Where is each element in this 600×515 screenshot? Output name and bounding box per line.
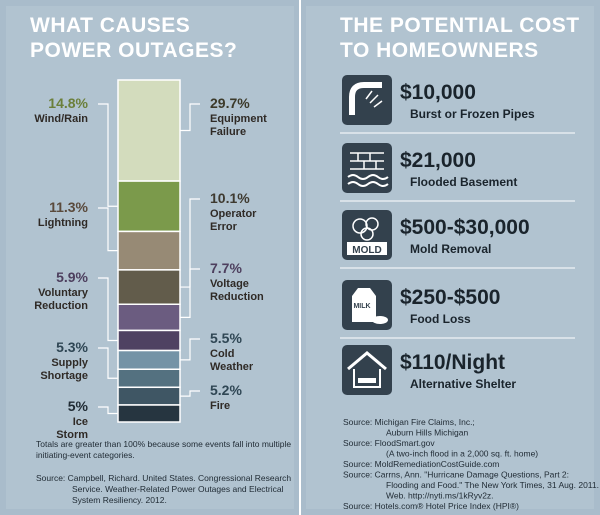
source: (A two-inch flood in a 2,000 sq. ft. hom… <box>386 449 538 459</box>
bar-segment <box>117 386 181 406</box>
value-label: 7.7% <box>210 260 242 276</box>
icon-text: MILK <box>353 303 370 310</box>
icon-text: MOLD <box>352 245 381 256</box>
value-label: 5.3% <box>56 339 88 355</box>
leader-line <box>180 103 200 132</box>
cost-label: Food Loss <box>410 312 471 326</box>
category-label: Equipment Failure <box>210 113 267 138</box>
cost-label: Flooded Basement <box>410 175 517 189</box>
value-label: 11.3% <box>49 199 88 215</box>
basement-icon <box>342 143 392 193</box>
chart-title: WHAT CAUSES <box>30 14 190 37</box>
bar-segment <box>117 269 181 306</box>
bar-segment <box>117 404 181 423</box>
pipe-icon <box>342 75 392 125</box>
source: Source: Carrns, Ann. "Hurricane Damage Q… <box>343 470 569 480</box>
bar-segment <box>117 180 181 233</box>
cost-amount: $10,000 <box>400 81 476 104</box>
leader-line <box>98 347 118 379</box>
bar-segment <box>117 303 181 332</box>
leader-line <box>98 103 118 207</box>
note: Totals are greater than 100% because som… <box>36 439 291 449</box>
leader-line <box>98 406 118 415</box>
cost-amount: $500-$30,000 <box>400 216 530 239</box>
category-label: Supply Shortage <box>40 357 89 382</box>
category-label: Lightning <box>38 217 88 229</box>
leader-line <box>98 277 118 342</box>
shelter-icon <box>342 345 392 395</box>
bar-segment <box>117 329 181 352</box>
bar-segment <box>117 349 181 371</box>
source: Source: FloodSmart.gov <box>343 438 435 448</box>
mold-icon: MOLD <box>342 210 392 260</box>
bar-segment <box>117 368 181 389</box>
source: System Resiliency. 2012. <box>72 495 167 505</box>
cost-label: Mold Removal <box>410 242 491 256</box>
category-label: Fire <box>210 400 230 412</box>
category-label: Ice Storm <box>56 416 88 441</box>
value-label: 14.8% <box>48 95 88 111</box>
source: Source: Campbell, Richard. United States… <box>36 473 291 483</box>
cost-amount: $250-$500 <box>400 286 500 309</box>
leader-line <box>180 268 200 318</box>
right-title: TO HOMEOWNERS <box>340 39 539 62</box>
chart-title: POWER OUTAGES? <box>30 39 237 62</box>
leader-line <box>180 338 200 361</box>
source: Web. http://nyti.ms/1kRyv2z. <box>386 491 494 501</box>
category-label: Voltage Reduction <box>210 278 264 303</box>
leader-line <box>180 390 200 397</box>
value-label: 5.2% <box>210 382 242 398</box>
leader-line <box>180 198 200 288</box>
cost-label: Burst or Frozen Pipes <box>410 107 535 121</box>
source: Service. Weather-Related Power Outages a… <box>72 484 284 494</box>
value-label: 10.1% <box>210 190 250 206</box>
category-label: Cold Weather <box>210 348 254 373</box>
icons: MOLD MILK <box>342 75 392 395</box>
cost-label: Alternative Shelter <box>410 377 516 391</box>
source: Source: Hotels.com® Hotel Price Index (H… <box>343 501 519 511</box>
category-label: Operator Error <box>210 208 257 233</box>
value-label: 5.9% <box>56 269 88 285</box>
value-label: 29.7% <box>210 95 250 111</box>
category-label: Wind/Rain <box>34 113 88 125</box>
source: Auburn Hills Michigan <box>386 428 468 438</box>
source: Source: MoldRemediationCostGuide.com <box>343 459 499 469</box>
cost-amount: $21,000 <box>400 149 476 172</box>
bar-segment <box>117 79 181 182</box>
source: Source: Michigan Fire Claims, Inc.; <box>343 417 475 427</box>
leader-line <box>98 207 118 252</box>
value-label: 5% <box>68 398 89 414</box>
cost-amount: $110/Night <box>400 351 505 374</box>
right-title: THE POTENTIAL COST <box>340 14 580 37</box>
bar-segment <box>117 230 181 271</box>
category-label: Voluntary Reduction <box>34 287 89 312</box>
note: initiating-event categories. <box>36 450 135 460</box>
source: Flooding and Food." The New York Times, … <box>386 480 599 490</box>
value-label: 5.5% <box>210 330 242 346</box>
food-icon: MILK <box>342 280 392 330</box>
